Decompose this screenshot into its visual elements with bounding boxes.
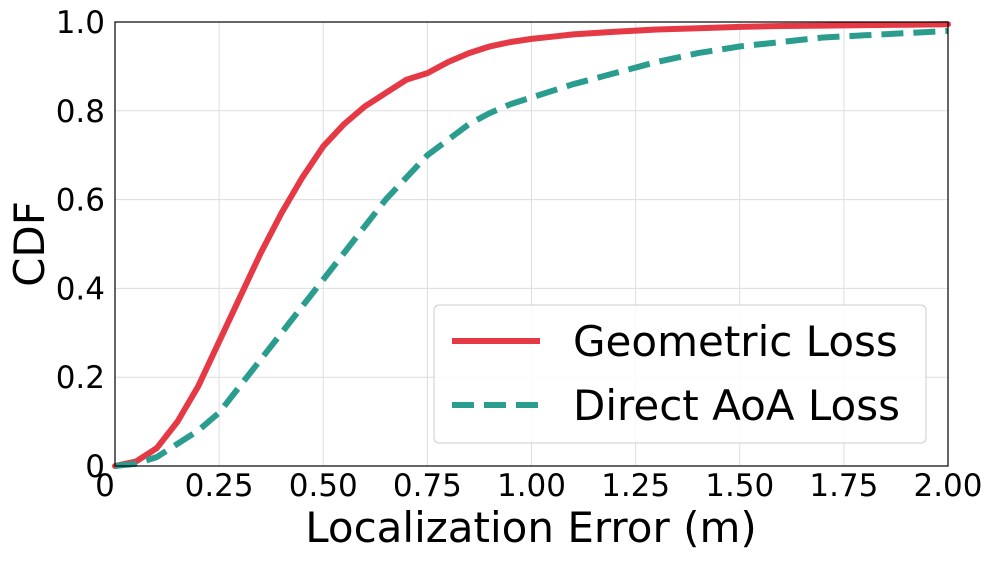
y-axis-label: CDF xyxy=(5,201,54,287)
y-tick-label: 0.2 xyxy=(56,360,105,396)
x-tick-label: 1.00 xyxy=(497,468,566,504)
legend: Geometric Loss Direct AoA Loss xyxy=(433,304,927,444)
x-tick-label: 0.75 xyxy=(393,468,462,504)
legend-label: Direct AoA Loss xyxy=(573,381,900,430)
y-tick-label: 0.4 xyxy=(56,271,105,307)
x-tick-label: 1.25 xyxy=(601,468,670,504)
y-tick-labels: 0 0.2 0.4 0.6 0.8 1.0 xyxy=(56,5,105,485)
x-tick-label: 0.50 xyxy=(289,468,358,504)
y-tick-label: 1.0 xyxy=(56,5,105,41)
x-axis-label: Localization Error (m) xyxy=(305,503,757,552)
curves xyxy=(112,21,951,469)
x-tick-label: 2.00 xyxy=(913,468,982,504)
series-line-1 xyxy=(112,21,951,469)
legend-box xyxy=(433,304,927,444)
y-tick-label: 0.8 xyxy=(56,94,105,130)
plot-frame xyxy=(114,21,949,467)
series-line-2 xyxy=(114,27,949,469)
x-tick-labels: 0 0.25 0.50 0.75 1.00 1.25 1.50 1.75 2.00 xyxy=(95,468,982,504)
legend-label: Geometric Loss xyxy=(573,317,898,366)
x-tick-label: 1.50 xyxy=(705,468,774,504)
y-tick-label: 0.6 xyxy=(56,183,105,219)
y-tick-label: 0 xyxy=(85,449,105,485)
x-tick-label: 1.75 xyxy=(809,468,878,504)
x-tick-label: 0 xyxy=(95,468,115,504)
x-tick-label: 0.25 xyxy=(185,468,254,504)
